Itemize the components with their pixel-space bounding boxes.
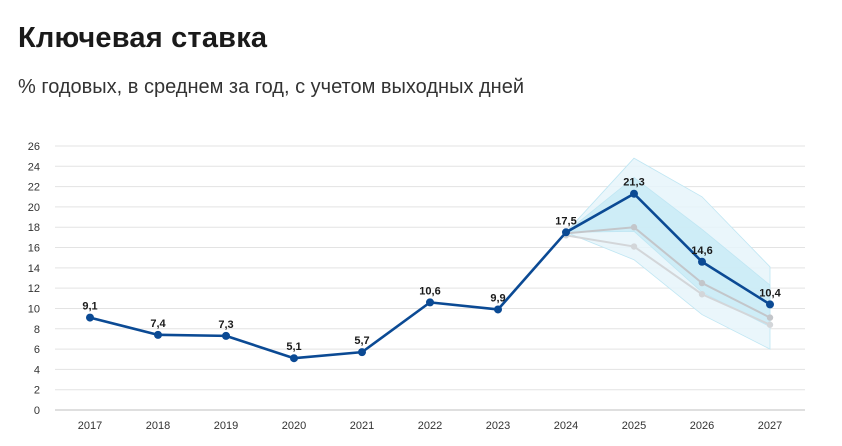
main-series-point xyxy=(358,348,366,357)
x-tick-label: 2020 xyxy=(282,420,306,432)
y-tick-label: 2 xyxy=(34,385,40,397)
previous-forecast-point xyxy=(766,314,774,321)
main-series-point xyxy=(494,305,502,314)
y-tick-label: 10 xyxy=(28,303,40,315)
data-label: 10,4 xyxy=(759,287,781,299)
data-label: 5,1 xyxy=(286,341,301,353)
x-tick-label: 2024 xyxy=(554,420,578,432)
y-tick-label: 8 xyxy=(34,324,40,336)
x-tick-label: 2017 xyxy=(78,420,102,432)
x-tick-label: 2027 xyxy=(758,420,782,432)
data-label: 21,3 xyxy=(623,177,644,189)
y-tick-label: 16 xyxy=(28,243,40,255)
y-tick-label: 6 xyxy=(34,344,40,356)
main-series-point xyxy=(698,257,706,266)
x-tick-label: 2022 xyxy=(418,420,442,432)
previous-forecast-point xyxy=(698,291,706,298)
x-tick-label: 2023 xyxy=(486,420,510,432)
main-series-point xyxy=(562,228,570,237)
previous-forecast-line-2 xyxy=(565,234,771,326)
chart-subtitle: % годовых, в среднем за год, с учетом вы… xyxy=(18,76,525,98)
x-axis: 2017 2018 2019 2020 2021 2022 2023 2024 2025 2026… xyxy=(78,420,782,432)
data-label: 14,6 xyxy=(691,245,712,257)
chart-title: Ключевая ставка xyxy=(18,22,268,54)
x-tick-label: 2021 xyxy=(350,420,374,432)
previous-forecast-line-1 xyxy=(565,226,771,319)
data-label: 7,3 xyxy=(218,319,233,331)
previous-forecast-point xyxy=(698,279,706,287)
main-series-point xyxy=(766,300,774,309)
y-tick-label: 14 xyxy=(28,263,40,275)
main-series-point xyxy=(222,331,230,340)
data-label: 9,9 xyxy=(490,292,505,304)
main-series xyxy=(86,189,774,363)
previous-forecast-point xyxy=(766,321,774,328)
y-tick-label: 18 xyxy=(28,222,40,234)
y-tick-label: 0 xyxy=(34,405,40,417)
x-tick-label: 2025 xyxy=(622,420,646,432)
main-series-point xyxy=(290,354,298,363)
y-tick-label: 22 xyxy=(28,182,40,194)
main-series-point xyxy=(86,313,94,322)
data-label: 9,1 xyxy=(82,301,97,313)
y-tick-label: 24 xyxy=(28,161,40,173)
data-labels: 9,1 7,4 7,3 5,1 5,7 10,6 9,9 17,5 21,3 14,6 10,4 xyxy=(82,177,781,353)
x-tick-label: 2026 xyxy=(690,420,714,432)
previous-forecast-point xyxy=(630,243,638,250)
main-series-point xyxy=(154,330,162,339)
data-label: 17,5 xyxy=(555,215,576,227)
y-tick-label: 20 xyxy=(28,202,40,214)
previous-forecast-point xyxy=(630,224,638,231)
x-tick-label: 2019 xyxy=(214,420,238,432)
main-series-point xyxy=(630,189,638,198)
y-tick-label: 4 xyxy=(34,364,40,376)
y-tick-label: 26 xyxy=(28,141,40,153)
data-label: 10,6 xyxy=(419,285,440,297)
y-tick-label: 12 xyxy=(28,283,40,295)
data-label: 7,4 xyxy=(150,318,166,330)
main-series-point xyxy=(426,298,434,307)
x-tick-label: 2018 xyxy=(146,420,170,432)
data-label: 5,7 xyxy=(354,335,369,347)
